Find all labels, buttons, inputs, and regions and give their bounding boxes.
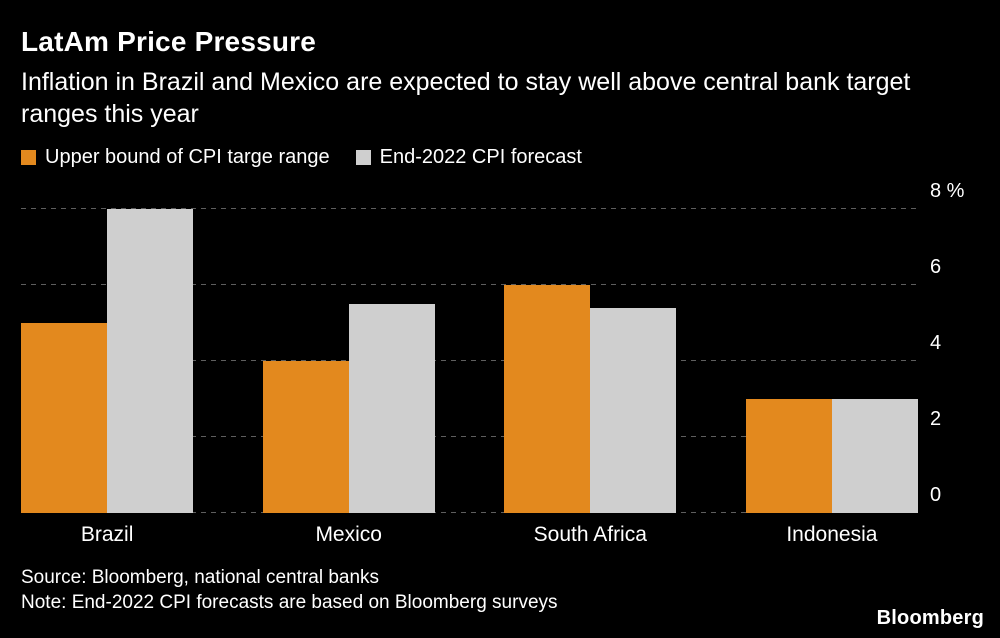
gridline	[21, 208, 918, 209]
y-tick-label: 2	[930, 408, 942, 430]
legend-item-cpi-target: Upper bound of CPI targe range	[21, 146, 330, 169]
gridline	[21, 436, 918, 437]
south-africa-target-bar	[504, 285, 591, 513]
mexico-forecast-bar	[348, 304, 435, 513]
south-africa-forecast-bar	[590, 307, 677, 513]
y-tick-label: 6	[930, 256, 942, 278]
bars-layer	[21, 183, 918, 513]
chart-subtitle: Inflation in Brazil and Mexico are expec…	[21, 68, 911, 128]
bar-group-south-africa	[504, 285, 677, 513]
gridline	[21, 512, 918, 513]
legend-swatch-gray	[355, 150, 371, 165]
gridline	[21, 360, 918, 361]
bloomberg-logo: Bloomberg	[876, 607, 984, 629]
indonesia-target-bar	[745, 399, 832, 513]
y-tick-label: 0	[930, 484, 942, 506]
source-line: Source: Bloomberg, national central bank…	[21, 567, 380, 588]
bar-group-indonesia	[745, 399, 918, 513]
bar-group-mexico	[262, 304, 435, 513]
legend-label-cpi-forecast: End-2022 CPI forecast	[379, 146, 582, 168]
footer: Source: Bloomberg, national central bank…	[21, 565, 980, 615]
mexico-target-bar	[262, 361, 349, 513]
note-line: Note: End-2022 CPI forecasts are based o…	[21, 592, 558, 614]
indonesia-forecast-bar	[831, 399, 918, 513]
category-axis: Brazil Mexico South Africa Indonesia	[21, 523, 918, 547]
chart-title: LatAm Price Pressure	[21, 26, 317, 57]
legend-swatch-orange	[21, 150, 36, 165]
y-tick-label: 4	[930, 332, 942, 354]
y-tick-label: 8 %	[930, 180, 965, 202]
category-label: Indonesia	[786, 523, 878, 546]
category-label: Brazil	[80, 523, 134, 546]
plot-area: 0 2 4 6 8 %	[21, 180, 964, 513]
category-label: Mexico	[315, 523, 382, 546]
legend: Upper bound of CPI targe range End-2022 …	[21, 146, 980, 169]
legend-item-cpi-forecast: End-2022 CPI forecast	[355, 146, 582, 169]
legend-label-cpi-target: Upper bound of CPI targe range	[45, 146, 330, 168]
bar-group-brazil	[21, 209, 194, 513]
brazil-target-bar	[21, 323, 108, 513]
gridline	[21, 284, 918, 285]
brazil-forecast-bar	[107, 209, 194, 513]
category-label: South Africa	[533, 523, 647, 546]
